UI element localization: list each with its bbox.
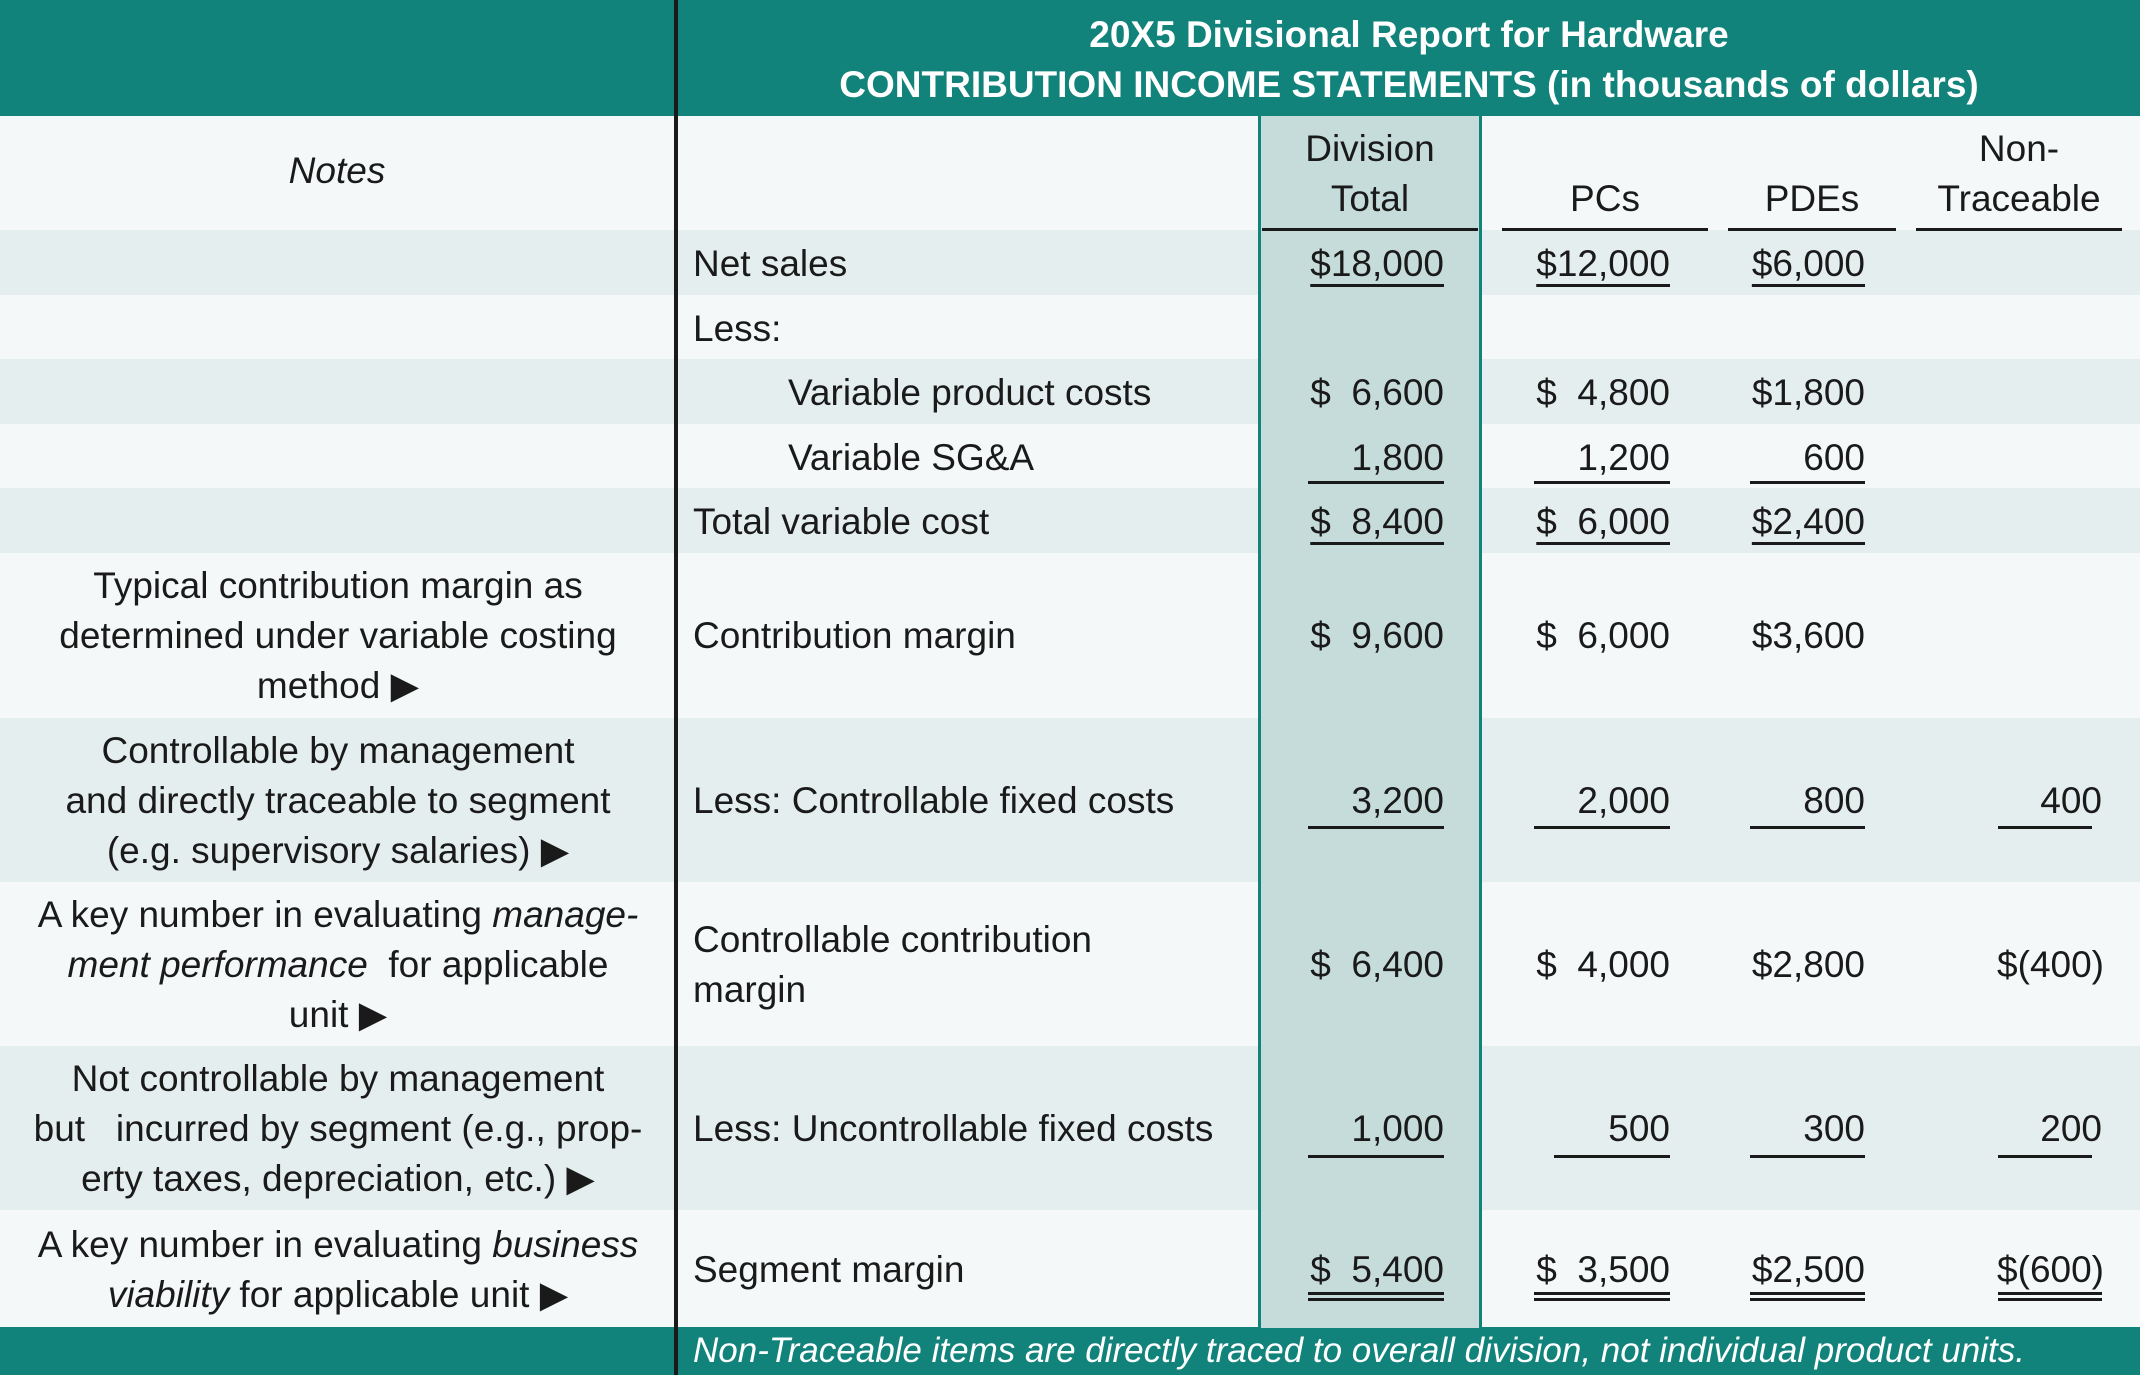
division-total-column [1258,116,1482,1328]
notes-header: Notes [288,150,386,191]
less-label: Less: [693,308,782,349]
segment-margin-label: Segment margin [693,1249,965,1290]
subtotal-rule [1308,1155,1444,1158]
net-sales-total: $18,000 [1310,243,1444,284]
subtotal-rule [1998,1155,2092,1158]
variable-sga-pdes: 600 [1803,437,1865,478]
header-rule [1262,228,1478,231]
double-rule [1308,1292,1444,1301]
total-variable-cost-label: Total variable cost [693,501,990,542]
uncontrollable-fixed-pdes: 300 [1803,1108,1865,1149]
subtotal-rule [1308,481,1444,484]
controllable-contribution-pcs: $ 4,000 [1536,944,1670,985]
controllable-contribution-label: Controllable contribution margin [693,919,1093,1010]
notes-divider [674,0,678,1375]
footnote: Non-Traceable items are directly traced … [693,1331,2025,1370]
controllable-fixed-nontraceable: 400 [2040,780,2102,821]
controllable-fixed-note: Controllable by management and directly … [65,730,611,871]
contribution-margin-pcs: $ 6,000 [1536,615,1670,656]
report-title: 20X5 Divisional Report for Hardware CONT… [839,14,1979,105]
variable-sga-pcs: 1,200 [1577,437,1670,478]
net-sales-label: Net sales [693,243,848,284]
variable-sga-total: 1,800 [1351,437,1444,478]
subtotal-rule [1998,826,2092,829]
controllable-contribution-nontraceable: $(400) [1997,944,2104,985]
row-band [0,359,2140,424]
segment-margin-note: A key number in evaluating business viab… [37,1224,639,1315]
double-rule [1998,1292,2102,1301]
segment-margin-pcs: $ 3,500 [1536,1249,1670,1290]
subtotal-rule [1308,826,1444,829]
contribution-margin-pdes: $3,600 [1751,615,1865,656]
row-band [0,718,2140,882]
title-band [0,0,2140,116]
subtotal-rule [1750,481,1865,484]
controllable-contribution-pdes: $2,800 [1751,944,1865,985]
variable-product-costs-label: Variable product costs [788,372,1152,413]
double-rule [1750,1292,1865,1301]
header-rule [1502,228,1708,231]
row-band [0,488,2140,553]
subtotal-rule [1534,481,1670,484]
uncontrollable-fixed-pcs: 500 [1608,1108,1670,1149]
variable-product-costs-pcs: $ 4,800 [1536,372,1670,413]
division-total-header: Division Total [1305,128,1435,219]
subtotal-rule [1750,826,1865,829]
total-variable-cost-total: $ 8,400 [1310,501,1444,542]
contribution-margin-label: Contribution margin [693,615,1016,656]
total-variable-cost-pdes: $2,400 [1751,501,1865,542]
contribution-margin-total: $ 9,600 [1310,615,1444,656]
total-variable-cost-pcs: $ 6,000 [1536,501,1670,542]
variable-sga-label: Variable SG&A [788,437,1035,478]
header-rule [1916,228,2122,231]
footer-band [0,1327,2140,1375]
pcs-header: PCs [1570,178,1640,219]
subtotal-rule [1534,826,1670,829]
controllable-fixed-pcs: 2,000 [1577,780,1670,821]
pdes-header: PDEs [1764,178,1860,219]
controllable-fixed-total: 3,200 [1351,780,1444,821]
header-rule [1728,228,1896,231]
uncontrollable-fixed-label: Less: Uncontrollable fixed costs [693,1108,1214,1149]
controllable-contribution-total: $ 6,400 [1310,944,1444,985]
subtotal-rule [1750,1155,1865,1158]
row-band [0,1046,2140,1210]
segment-margin-nontraceable: $(600) [1997,1249,2104,1290]
controllable-contribution-note: A key number in evaluating manage- ment … [37,894,639,1035]
row-band [0,230,2140,295]
uncontrollable-fixed-nontraceable: 200 [2040,1108,2102,1149]
net-sales-pcs: $12,000 [1536,243,1670,284]
segment-margin-pdes: $2,500 [1751,1249,1865,1290]
controllable-fixed-label: Less: Controllable fixed costs [693,780,1175,821]
double-rule [1534,1292,1670,1301]
uncontrollable-fixed-total: 1,000 [1351,1108,1444,1149]
uncontrollable-fixed-note: Not controllable by management but incur… [33,1058,643,1199]
segment-margin-total: $ 5,400 [1310,1249,1444,1290]
variable-product-costs-pdes: $1,800 [1751,372,1865,413]
subtotal-rule [1554,1155,1670,1158]
net-sales-pdes: $6,000 [1751,243,1865,284]
controllable-fixed-pdes: 800 [1803,780,1865,821]
contribution-margin-note: Typical contribution margin as determine… [59,565,617,706]
variable-product-costs-total: $ 6,600 [1310,372,1444,413]
nontraceable-header: Non- Traceable [1937,128,2101,219]
